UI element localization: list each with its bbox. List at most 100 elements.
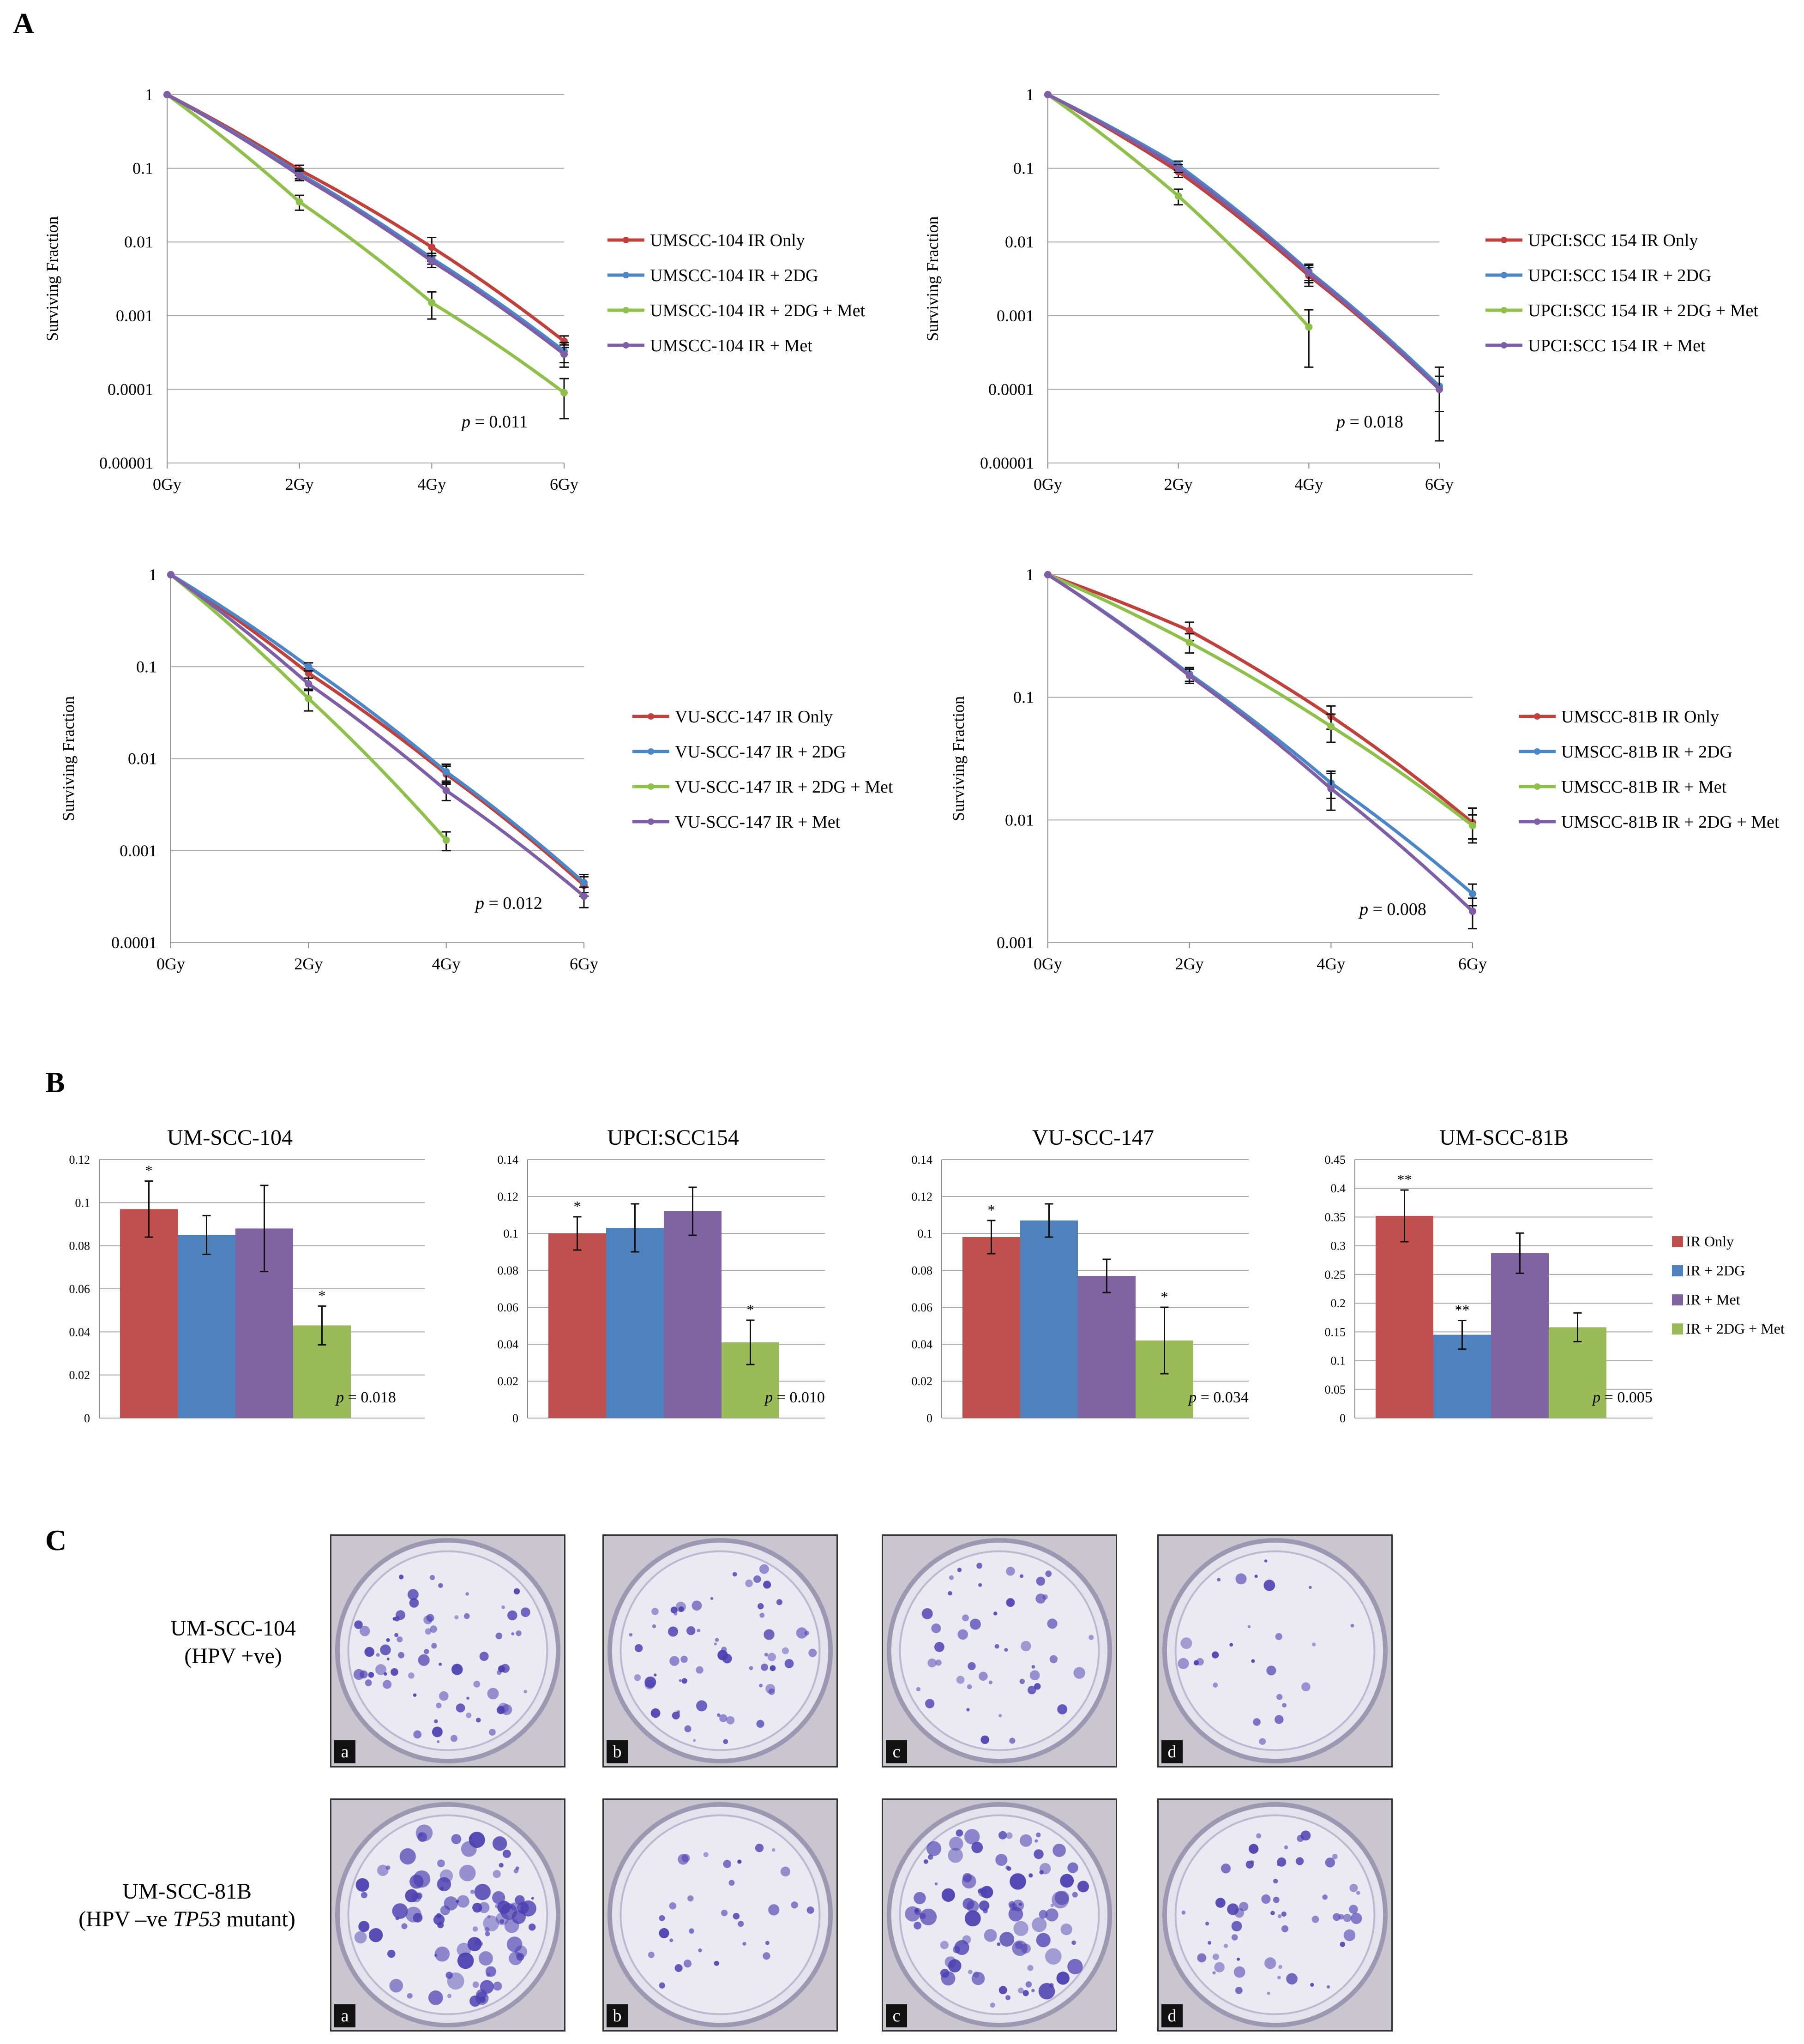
legend-label: UMSCC-81B IR + 2DG [1561,742,1732,762]
y-tick-label: 0.12 [498,1190,519,1203]
data-point [1436,385,1443,393]
y-tick-label: 0.04 [912,1338,933,1351]
legend-marker [648,818,654,825]
p-value: p = 0.010 [764,1389,825,1406]
y-tick-label: 0.0001 [111,933,157,952]
colony-plate: b [602,1534,838,1767]
colony-plate: a [330,1798,565,2032]
y-tick-label: 0.06 [69,1282,90,1296]
data-point [163,91,171,98]
legend-label: IR + 2DG [1686,1262,1745,1279]
significance-star: ** [1455,1301,1470,1318]
y-tick-label: 0.08 [498,1264,519,1277]
legend-label: UMSCC-81B IR Only [1561,707,1719,727]
p-value: p = 0.012 [474,894,542,913]
x-tick-label: 6Gy [550,475,578,493]
legend-label: UMSCC-104 IR + 2DG + Met [650,301,866,320]
y-tick-label: 1 [149,565,157,584]
line-chart-3: 1 0.1 0.01 0.001 0.0001 0Gy 2Gy 4Gy 6Gy Surviving… [59,565,893,973]
plate-label: d [1161,2004,1183,2027]
y-tick-label: 0.06 [912,1301,933,1314]
p-value: p = 0.018 [335,1389,396,1406]
series-line [166,93,565,356]
row-label-name: UM-SCC-104 [170,1616,296,1641]
y-tick-label: 0.14 [912,1153,933,1166]
data-point [1327,722,1335,730]
p-number: = 0.008 [1368,900,1426,919]
p-value: p = 0.018 [1335,412,1403,432]
plate-photo [331,1800,564,2030]
y-tick-label: 0.0001 [108,380,153,398]
series-line [166,93,565,353]
x-tick-label: 6Gy [1458,955,1487,973]
legend-label: UMSCC-81B IR + 2DG + Met [1561,812,1780,832]
data-point [167,571,174,578]
row-label-umscc81b: UM-SCC-81B (HPV –ve TP53 mutant) [37,1878,337,1933]
x-tick-label: 4Gy [1294,475,1323,493]
series-line [1047,573,1474,824]
legend-label: UMSCC-81B IR + Met [1561,777,1727,797]
data-point [1469,908,1476,915]
data-point [428,299,436,307]
y-tick-label: 1 [1026,85,1034,104]
plate-photo [1159,1800,1391,2030]
y-tick-label: 0.01 [124,233,153,251]
y-axis-label: Surviving Fraction [923,216,942,342]
significance-star: * [319,1287,326,1304]
x-tick-label: 4Gy [1317,955,1345,973]
colony-plate: d [1157,1798,1393,2032]
y-axis-label: Surviving Fraction [43,216,61,342]
legend-marker [648,783,654,790]
x-tick-label: 0Gy [1034,475,1062,493]
bar [1549,1327,1606,1418]
x-tick-label: 0Gy [1034,955,1062,973]
legend-label: UMSCC-104 IR Only [650,231,805,250]
plate-photo [1159,1536,1391,1766]
data-point [428,243,436,251]
chart-title: UPCI:SCC154 [607,1125,739,1150]
legend-marker [1534,783,1540,790]
legend-marker [623,342,629,349]
row-label-sub: (HPV –ve TP53 mutant) [78,1907,295,1931]
plate-label: b [607,1740,628,1763]
data-point [428,257,436,265]
legend-label: VU-SCC-147 IR + 2DG [675,742,846,762]
y-tick-label: 0.001 [116,307,153,325]
legend-label: UPCI:SCC 154 IR Only [1528,231,1698,250]
significance-star: * [747,1301,754,1318]
bar [1491,1253,1549,1418]
p-symbol: p [1188,1389,1197,1406]
legend-label: VU-SCC-147 IR + Met [675,812,841,832]
y-tick-label: 0.12 [912,1190,933,1203]
legend-swatch [1672,1265,1683,1276]
data-point [580,878,588,886]
plate-photo [604,1800,836,2030]
y-tick-label: 0.001 [997,933,1034,952]
legend-marker [623,307,629,313]
y-tick-label: 0.001 [997,307,1034,325]
y-tick-label: 0.00001 [980,454,1034,472]
y-tick-label: 0.02 [69,1369,90,1382]
x-tick-label: 4Gy [417,475,446,493]
data-point [1185,638,1193,646]
series-line [166,93,565,394]
chart-title: VU-SCC-147 [1032,1125,1154,1150]
bar-chart-4: 0 0.05 0.1 0.15 0.2 0.25 0.3 0.35 0.4 0.45 UM-SCC-… [1325,1125,1785,1425]
panel-letter-b: B [45,1066,65,1099]
y-tick-label: 0.08 [912,1264,933,1277]
significance-star: * [988,1202,995,1218]
data-point [295,172,303,180]
legend-label: UMSCC-104 IR + 2DG [650,266,818,285]
data-point [1185,672,1193,679]
p-symbol: p [335,1389,344,1406]
bar [548,1233,606,1418]
y-tick-label: 0.1 [1331,1354,1346,1368]
bar [1020,1220,1078,1418]
legend-marker [648,713,654,720]
p-number: = 0.018 [344,1389,396,1406]
data-point [305,680,313,688]
x-tick-label: 0Gy [156,955,185,973]
plate-photo [331,1536,564,1766]
